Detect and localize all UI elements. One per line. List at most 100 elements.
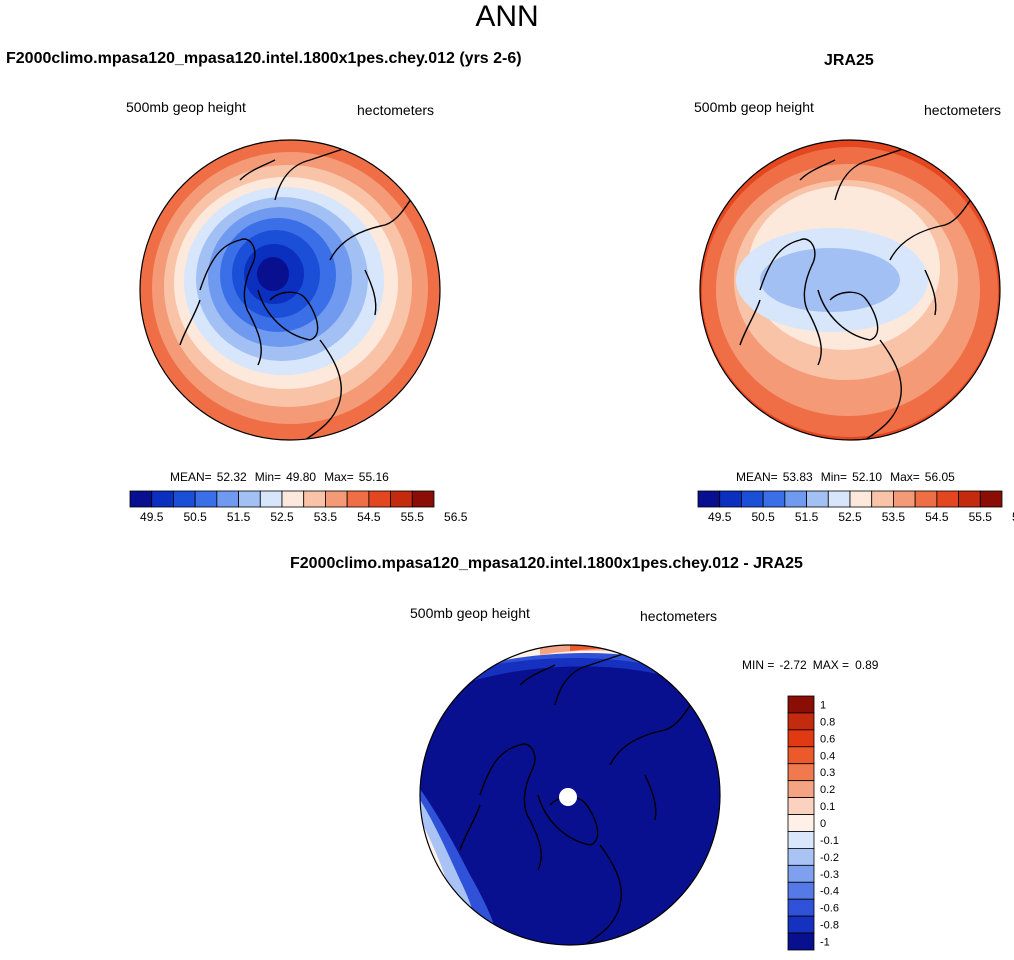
diff-colorbar-tick: -1 (820, 937, 830, 949)
diff-colorbar-swatch (787, 915, 815, 934)
right-min-label: Min= (820, 470, 848, 484)
left-colorbar-tick: 49.5 (140, 510, 164, 524)
diff-min-label: MIN = (742, 658, 775, 672)
right-colorbar-swatch (784, 490, 807, 508)
left-colorbar-tick: 54.5 (357, 510, 381, 524)
right-colorbar-swatch (806, 490, 829, 508)
left-stats: MEAN= 52.32 Min= 49.80 Max= 55.16 (170, 470, 389, 484)
left-colorbar-swatch (151, 490, 174, 508)
left-colorbar-swatch (194, 490, 218, 508)
diff-colorbar-tick: 0 (820, 818, 826, 830)
right-mean-label: MEAN= (736, 470, 778, 484)
right-colorbar-swatch (979, 490, 1003, 508)
diff-min-value: -2.72 (779, 658, 807, 672)
diff-colorbar-tick: 0.1 (820, 801, 835, 813)
diff-colorbar-tick: 0.3 (820, 767, 835, 779)
left-mean-label: MEAN= (170, 470, 212, 484)
right-panel-title: JRA25 (824, 52, 874, 69)
right-colorbar-tick: 52.5 (838, 510, 862, 524)
page-title: ANN (475, 0, 539, 33)
left-colorbar-swatch (216, 490, 239, 508)
right-stats: MEAN= 53.83 Min= 52.10 Max= 56.05 (736, 470, 955, 484)
left-mean-value: 52.32 (216, 470, 247, 484)
left-map (139, 139, 441, 441)
diff-stats: MIN = -2.72 MAX = 0.89 (742, 658, 878, 672)
right-colorbar-swatch (827, 490, 851, 508)
left-colorbar-tick: 53.5 (314, 510, 338, 524)
map-border (139, 139, 441, 441)
left-colorbar-tick: 52.5 (270, 510, 294, 524)
left-colorbar-tick: 55.5 (401, 510, 425, 524)
diff-colorbar-swatch (787, 831, 815, 849)
left-variable-label: 500mb geop height (126, 99, 246, 115)
right-colorbar-swatch (914, 490, 938, 508)
pole-mask (559, 788, 577, 806)
diff-units-label: hectometers (640, 608, 718, 624)
right-variable-label: 500mb geop height (694, 99, 814, 115)
left-min-label: Min= (254, 470, 282, 484)
diff-colorbar-swatch (787, 932, 815, 951)
right-min-value: 52.10 (852, 470, 883, 484)
right-map (699, 139, 1001, 441)
diff-colorbar-tick: 0.8 (820, 716, 835, 728)
diff-variable-label: 500mb geop height (410, 605, 530, 621)
right-colorbar-swatch (719, 490, 742, 508)
diff-colorbar-swatch (787, 864, 815, 883)
diff-colorbar-swatch (787, 712, 815, 731)
right-colorbar-swatch (741, 490, 764, 508)
map-border (419, 644, 721, 946)
left-colorbar-swatch (411, 490, 435, 508)
left-colorbar-swatch (325, 490, 348, 508)
right-mean-value: 53.83 (782, 470, 813, 484)
diff-colorbar-swatch (787, 847, 815, 866)
diff-max-label: MAX = (812, 658, 850, 672)
map-border (699, 139, 1001, 441)
diff-colorbar-swatch (787, 898, 815, 917)
left-units-label: hectometers (357, 102, 435, 118)
left-max-label: Max= (324, 470, 354, 484)
left-colorbar-swatch (281, 490, 305, 508)
left-colorbar-tick: 50.5 (183, 510, 207, 524)
right-colorbar-tick: 56.5 (1012, 510, 1014, 524)
left-colorbar-swatch (259, 490, 283, 508)
right-colorbar-tick: 53.5 (882, 510, 906, 524)
right-colorbar: 49.5 50.5 51.5 52.5 53.5 54.5 55.5 56.5 (697, 490, 1014, 524)
diff-colorbar-tick: -0.8 (820, 920, 839, 932)
coastlines (739, 144, 981, 440)
diff-colorbar-tick: -0.3 (820, 869, 839, 881)
left-max-value: 55.16 (358, 470, 389, 484)
diff-colorbar-swatch (787, 746, 815, 765)
right-colorbar-tick: 51.5 (795, 510, 819, 524)
right-max-label: Max= (890, 470, 920, 484)
left-colorbar: 49.5 50.5 51.5 52.5 53.5 54.5 55.5 56.5 (129, 490, 468, 524)
left-colorbar-swatch (368, 490, 391, 508)
right-colorbar-tick: 55.5 (969, 510, 993, 524)
diff-field-band (470, 645, 685, 673)
left-field-band (257, 257, 289, 291)
right-colorbar-swatch (936, 490, 959, 508)
right-field-band (760, 248, 900, 312)
left-colorbar-tick: 56.5 (444, 510, 468, 524)
left-colorbar-swatch (346, 490, 370, 508)
right-colorbar-tick: 54.5 (925, 510, 949, 524)
right-colorbar-swatch (849, 490, 873, 508)
right-colorbar-tick: 50.5 (751, 510, 775, 524)
right-colorbar-tick: 49.5 (708, 510, 732, 524)
diff-max-value: 0.89 (855, 658, 879, 672)
diff-colorbar-tick: 0.4 (820, 750, 835, 762)
diff-colorbar-swatch (787, 729, 815, 748)
diff-colorbar-tick: -0.2 (820, 852, 839, 864)
diff-colorbar-tick: 1 (820, 699, 826, 711)
left-colorbar-swatch (303, 490, 326, 508)
diff-colorbar-tick: -0.4 (820, 886, 839, 898)
left-colorbar-tick: 51.5 (227, 510, 251, 524)
right-colorbar-swatch (958, 490, 981, 508)
diff-colorbar: 1 0.8 0.6 0.4 0.3 0.2 0.1 0 -0.1 -0.2 -0.3 -0.4 -0.6… (787, 695, 839, 951)
diff-colorbar-swatch (787, 814, 815, 832)
left-colorbar-swatch (238, 490, 261, 508)
left-colorbar-swatch (129, 490, 153, 508)
left-colorbar-swatch (173, 490, 196, 508)
diff-colorbar-swatch (787, 695, 815, 714)
diff-colorbar-tick: -0.1 (820, 835, 839, 847)
diff-colorbar-tick: -0.6 (820, 903, 839, 915)
